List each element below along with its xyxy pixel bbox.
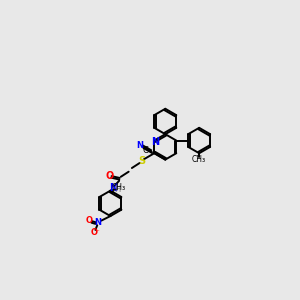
Text: ⁻: ⁻ — [95, 230, 99, 236]
Text: CH₃: CH₃ — [192, 154, 206, 164]
Text: N: N — [152, 137, 160, 147]
Text: O: O — [105, 171, 113, 181]
Text: C: C — [143, 146, 149, 155]
Text: S: S — [138, 156, 145, 166]
Text: N: N — [94, 218, 101, 227]
Text: N: N — [136, 140, 143, 149]
Text: O: O — [86, 216, 93, 225]
Text: CH₃: CH₃ — [111, 183, 126, 192]
Text: H: H — [114, 185, 121, 194]
Text: O: O — [91, 228, 98, 237]
Text: N: N — [109, 183, 117, 193]
